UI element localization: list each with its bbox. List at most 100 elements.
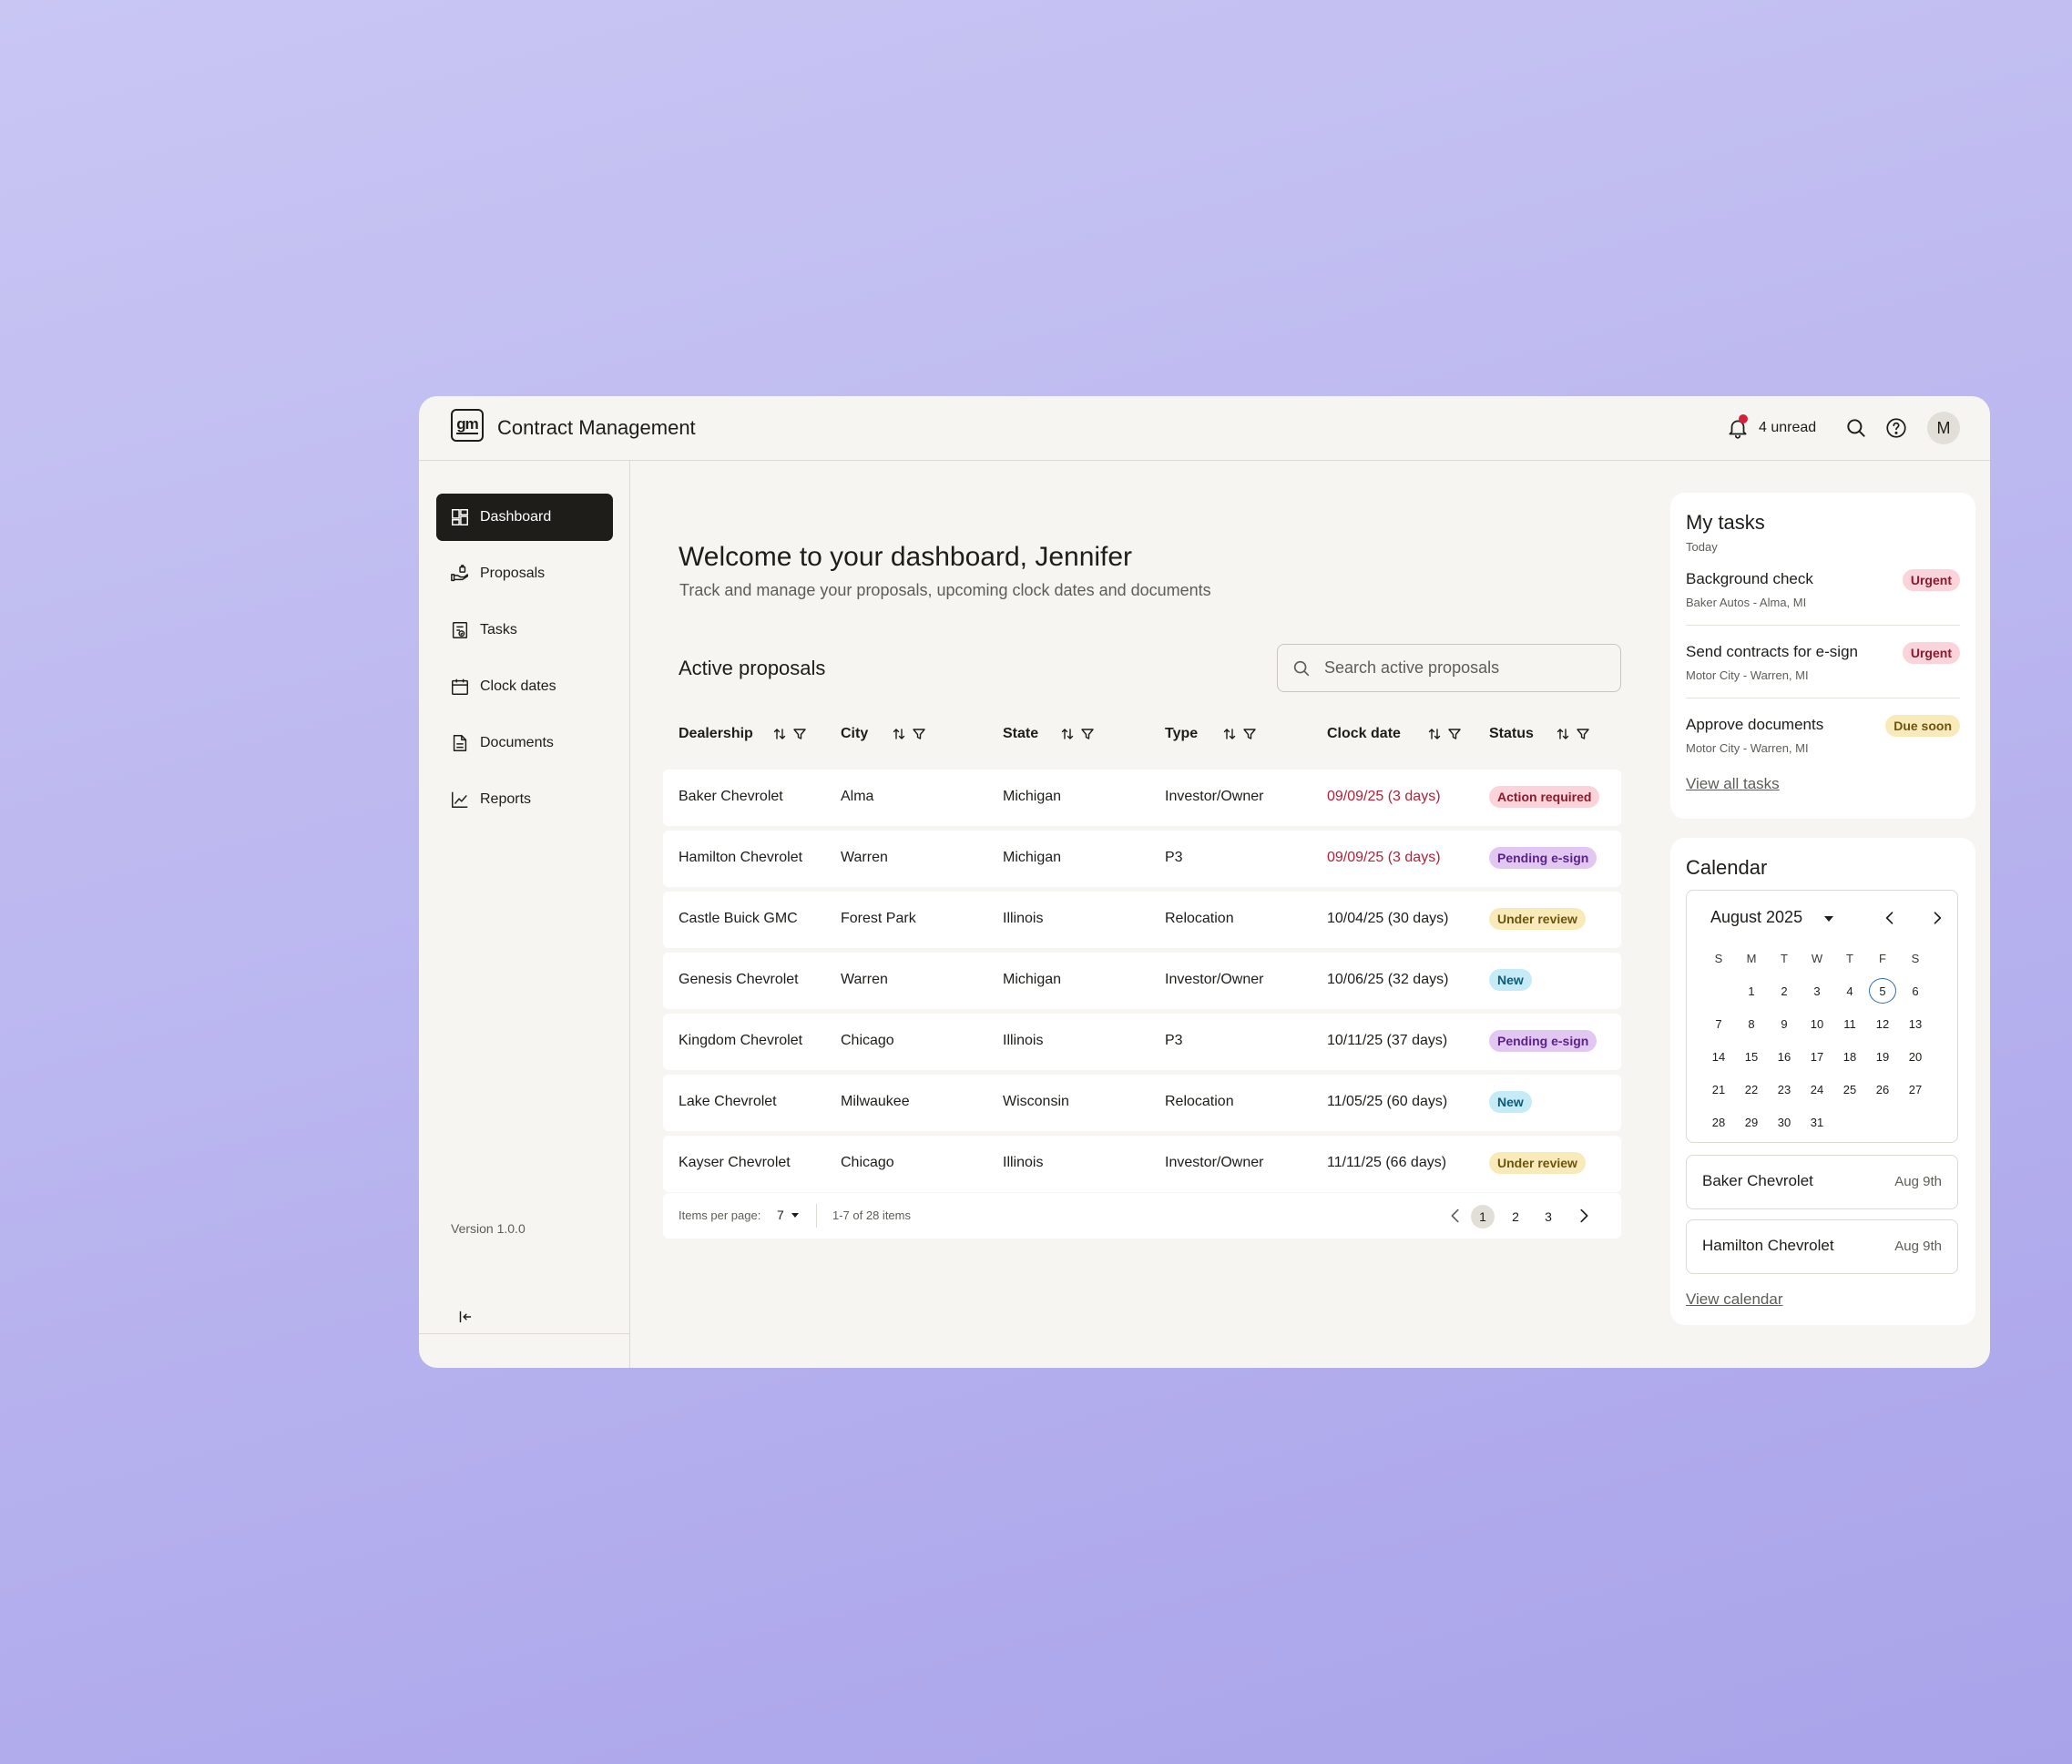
table-row[interactable]: Kayser Chevrolet Chicago Illinois Investor/… [663,1136,1621,1192]
table-row[interactable]: Genesis Chevrolet Warren Michigan Investor/… [663,953,1621,1009]
search-input[interactable] [1322,658,1599,678]
cell-clock-date: 11/11/25 (66 days) [1327,1155,1447,1170]
calendar-day[interactable]: 9 [1781,1017,1788,1031]
view-calendar-link[interactable]: View calendar [1686,1290,1783,1308]
calendar-day[interactable]: 22 [1744,1083,1759,1096]
chevron-right-icon[interactable] [1574,1205,1594,1227]
sort-icon[interactable] [1222,727,1237,741]
task-title[interactable]: Send contracts for e-sign [1686,643,1858,660]
sort-icon[interactable] [892,727,906,741]
collapse-sidebar-icon[interactable] [455,1307,475,1327]
page-2-button[interactable]: 2 [1512,1209,1519,1224]
calendar-event[interactable]: Baker Chevrolet Aug 9th [1686,1155,1958,1209]
calendar-day[interactable]: 12 [1875,1017,1890,1031]
task-title[interactable]: Background check [1686,570,1813,587]
calendar-day[interactable]: 4 [1846,984,1853,998]
calendar-day[interactable]: 30 [1777,1116,1791,1129]
filter-icon[interactable] [1447,727,1462,741]
filter-icon[interactable] [1080,727,1095,741]
calendar-event[interactable]: Hamilton Chevrolet Aug 9th [1686,1219,1958,1274]
calendar-day[interactable]: 11 [1843,1017,1856,1031]
calendar-day[interactable]: 23 [1777,1083,1791,1096]
table-row[interactable]: Kingdom Chevrolet Chicago Illinois P3 10/11/… [663,1014,1621,1070]
table-row[interactable]: Lake Chevrolet Milwaukee Wisconsin Relocati… [663,1075,1621,1131]
sidebar-item-reports[interactable]: Reports [436,776,613,823]
calendar-day[interactable]: 15 [1744,1050,1759,1064]
cell-clock-date: 10/11/25 (37 days) [1327,1033,1448,1048]
chevron-down-icon[interactable] [791,1213,799,1218]
column-header-dealership[interactable]: Dealership [679,726,807,742]
sidebar-item-proposals[interactable]: Proposals [436,550,613,597]
column-header-clock-date[interactable]: Clock date [1327,726,1462,742]
cell-city: Forest Park [841,911,916,926]
filter-icon[interactable] [1242,727,1257,741]
cell-state: Illinois [1003,911,1044,926]
chevron-left-icon[interactable] [1445,1205,1465,1227]
calendar-day[interactable]: 28 [1711,1116,1726,1129]
unread-count[interactable]: 4 unread [1759,420,1817,435]
sort-icon[interactable] [772,727,787,741]
calendar-day[interactable]: 26 [1875,1083,1890,1096]
sort-icon[interactable] [1556,727,1570,741]
calendar-day[interactable]: 10 [1810,1017,1824,1031]
calendar-day[interactable]: 8 [1748,1017,1755,1031]
help-icon[interactable] [1884,416,1908,440]
calendar-day[interactable]: 2 [1781,984,1788,998]
sort-icon[interactable] [1060,727,1075,741]
calendar-day[interactable]: 3 [1813,984,1821,998]
sidebar-item-label: Clock dates [480,678,556,694]
items-per-page-select[interactable]: 7 [777,1208,784,1222]
calendar-day[interactable]: 16 [1777,1050,1791,1064]
sort-icon[interactable] [1427,727,1442,741]
cell-state: Michigan [1003,850,1062,865]
filter-icon[interactable] [1576,727,1590,741]
cell-type: Investor/Owner [1165,972,1264,987]
column-header-city[interactable]: City [841,726,926,742]
calendar-day[interactable]: 18 [1842,1050,1857,1064]
calendar-day[interactable]: 20 [1908,1050,1923,1064]
sidebar-item-clock-dates[interactable]: Clock dates [436,663,613,710]
logo-text: gm [456,415,479,434]
user-avatar[interactable]: M [1927,412,1960,444]
chevron-right-icon[interactable] [1928,909,1946,927]
filter-icon[interactable] [912,727,926,741]
sidebar-item-label: Reports [480,791,532,807]
calendar-day[interactable]: 1 [1748,984,1755,998]
event-name: Hamilton Chevrolet [1702,1237,1834,1254]
calendar-day[interactable]: 29 [1744,1116,1759,1129]
table-row[interactable]: Hamilton Chevrolet Warren Michigan P3 09/09/… [663,831,1621,887]
calendar-day[interactable]: 21 [1711,1083,1726,1096]
sidebar-item-tasks[interactable]: Tasks [436,607,613,654]
filter-icon[interactable] [792,727,807,741]
gm-logo[interactable]: gm [451,409,484,442]
column-header-type[interactable]: Type [1165,726,1257,742]
page-1-button[interactable]: 1 [1471,1205,1495,1229]
chevron-left-icon[interactable] [1881,909,1899,927]
search-box[interactable] [1277,644,1621,692]
calendar-day-today[interactable]: 5 [1869,978,1896,1004]
sidebar-item-documents[interactable]: Documents [436,719,613,767]
table-row[interactable]: Baker Chevrolet Alma Michigan Investor/Owne… [663,770,1621,826]
sidebar-item-dashboard[interactable]: Dashboard [436,494,613,541]
page-3-button[interactable]: 3 [1545,1209,1552,1224]
calendar-day[interactable]: 13 [1908,1017,1923,1031]
chevron-down-icon[interactable] [1824,916,1833,922]
my-tasks-title: My tasks [1686,511,1765,534]
column-header-status[interactable]: Status [1489,726,1590,742]
view-all-tasks-link[interactable]: View all tasks [1686,775,1780,792]
calendar-day[interactable]: 19 [1875,1050,1890,1064]
calendar-day[interactable]: 7 [1715,1017,1722,1031]
table-row[interactable]: Castle Buick GMC Forest Park Illinois Reloc… [663,892,1621,948]
task-title[interactable]: Approve documents [1686,716,1824,733]
calendar-day[interactable]: 31 [1810,1116,1824,1129]
calendar-day[interactable]: 24 [1810,1083,1824,1096]
calendar-day[interactable]: 17 [1810,1050,1824,1064]
calendar-day[interactable]: 25 [1842,1083,1857,1096]
task-sub: Baker Autos - Alma, MI [1686,596,1807,609]
search-icon[interactable] [1844,416,1868,440]
month-select[interactable]: August 2025 [1710,908,1803,926]
calendar-day[interactable]: 14 [1711,1050,1726,1064]
calendar-day[interactable]: 6 [1912,984,1919,998]
calendar-day[interactable]: 27 [1908,1083,1923,1096]
column-header-state[interactable]: State [1003,726,1095,742]
